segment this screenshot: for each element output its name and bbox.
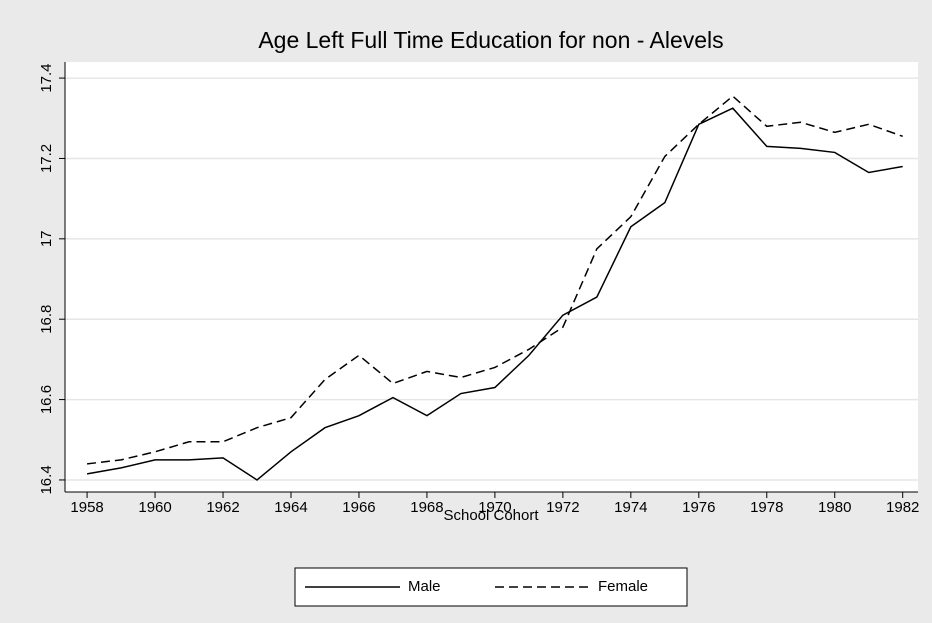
x-tick-label: 1968: [410, 499, 443, 516]
x-tick-label: 1966: [342, 499, 375, 516]
y-tick-label: 16.4: [38, 465, 55, 494]
y-tick-label: 16.6: [38, 385, 55, 414]
x-tick-label: 1978: [750, 499, 783, 516]
line-series: [86, 107, 903, 481]
x-tick-label: 1958: [70, 499, 103, 516]
x-tick-label: 1964: [274, 499, 307, 516]
y-tick-label: 17.4: [38, 63, 55, 92]
y-tick-label: 17: [38, 230, 55, 247]
y-tick-label: 17.2: [38, 144, 55, 173]
x-tick-label: 1960: [138, 499, 171, 516]
x-tick-label: 1972: [546, 499, 579, 516]
x-tick-label: 1962: [206, 499, 239, 516]
y-tick-label: 16.8: [38, 305, 55, 334]
x-tick-label: 1970: [478, 499, 511, 516]
chart-title: Age Left Full Time Education for non - A…: [258, 27, 723, 53]
x-axis-label: School Cohort: [443, 507, 539, 524]
x-tick-label: 1976: [682, 499, 715, 516]
legend-label: Female: [598, 578, 648, 595]
x-tick-label: 1974: [614, 499, 647, 516]
x-tick-label: 1982: [886, 499, 919, 516]
legend-label: Male: [408, 578, 441, 595]
plot-area: [65, 62, 918, 492]
line-series: [87, 95, 903, 465]
x-tick-label: 1980: [818, 499, 851, 516]
